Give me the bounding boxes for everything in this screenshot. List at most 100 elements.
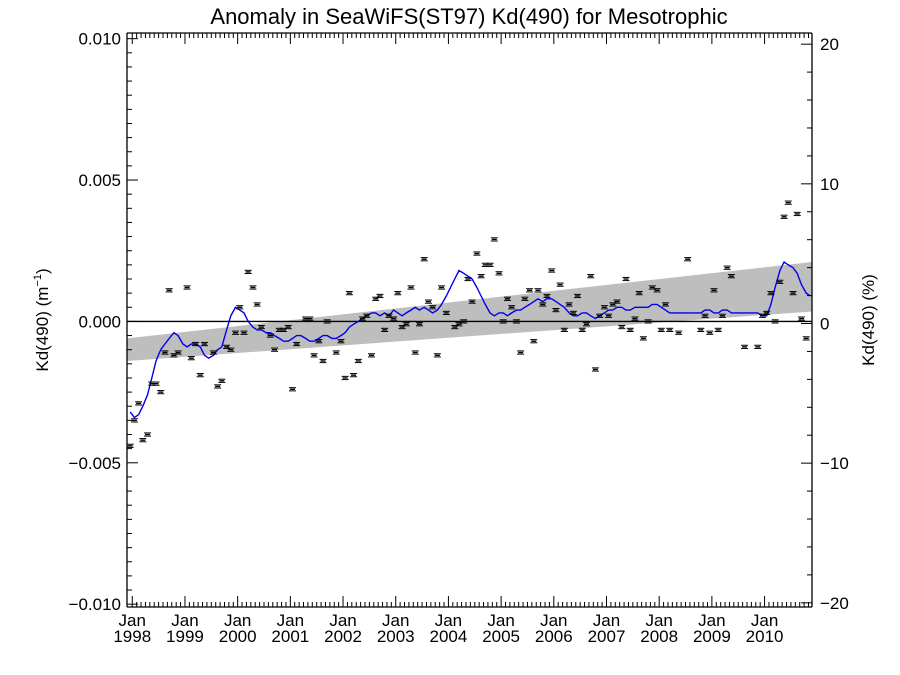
x-tick-label-year: 2006: [535, 627, 573, 646]
data-point: [390, 316, 398, 321]
data-point: [548, 268, 556, 273]
data-point: [569, 310, 577, 316]
data-point: [165, 288, 173, 293]
data-point: [639, 336, 647, 341]
data-point: [517, 350, 525, 355]
data-point: [200, 341, 208, 347]
data-point: [666, 327, 674, 332]
data-point: [771, 319, 779, 324]
data-point: [539, 302, 547, 307]
data-point: [438, 285, 446, 290]
data-point: [152, 381, 160, 386]
data-point: [144, 432, 152, 437]
data-point: [433, 353, 441, 358]
data-point: [605, 313, 613, 318]
axes-layer: [126, 32, 813, 608]
data-point: [776, 279, 784, 284]
data-point: [126, 443, 134, 448]
data-point: [710, 288, 718, 293]
data-point: [257, 324, 265, 330]
x-tick-label-year: 2008: [640, 627, 678, 646]
data-point: [767, 291, 775, 296]
data-point: [574, 293, 582, 299]
data-point: [596, 313, 604, 318]
data-point: [684, 257, 692, 262]
y-axis-label-left-suffix: ): [33, 268, 52, 274]
data-point: [784, 200, 792, 205]
y-tick-label-left: −0.010: [69, 595, 121, 614]
data-point: [618, 324, 626, 330]
data-point: [135, 401, 143, 406]
data-point: [319, 358, 327, 364]
data-point: [161, 350, 169, 355]
data-point: [526, 288, 534, 293]
data-point: [341, 375, 349, 381]
data-point: [183, 285, 191, 290]
data-point: [613, 299, 621, 304]
data-point: [741, 344, 749, 349]
data-point: [512, 319, 520, 324]
data-point: [789, 291, 797, 296]
x-tick-label-month: Jan: [277, 611, 304, 630]
y-tick-label-left: 0.005: [78, 171, 121, 190]
data-points-layer: [126, 200, 810, 448]
y-tick-label-left: 0.000: [78, 312, 121, 331]
data-point: [218, 378, 226, 383]
data-point: [723, 265, 731, 270]
data-point: [354, 358, 362, 364]
x-tick-label-year: 1999: [166, 627, 204, 646]
data-point: [288, 387, 296, 392]
data-point: [411, 350, 419, 355]
y-axis-label-right: Kd(490) (%): [859, 274, 878, 366]
x-tick-label-year: 2000: [219, 627, 257, 646]
y-tick-label-right: −10: [820, 454, 849, 473]
data-point: [345, 291, 353, 296]
data-point: [797, 316, 805, 321]
data-point: [486, 262, 494, 267]
data-point: [473, 251, 481, 256]
data-point: [214, 384, 222, 389]
x-tick-label-month: Jan: [645, 611, 672, 630]
data-point: [196, 373, 204, 378]
data-point: [718, 313, 726, 318]
data-point: [332, 350, 340, 355]
data-point: [429, 305, 437, 310]
data-point: [697, 327, 705, 332]
data-point: [490, 237, 498, 242]
x-tick-label-year: 2009: [693, 627, 731, 646]
data-point: [394, 291, 402, 296]
data-point: [793, 211, 801, 217]
x-tick-label-year: 1998: [113, 627, 151, 646]
y-axis-label-left-superscript: −1: [32, 274, 44, 287]
data-point: [675, 330, 683, 335]
data-point: [424, 299, 432, 304]
x-tick-label-year: 2001: [271, 627, 309, 646]
data-point: [587, 274, 595, 279]
data-point: [306, 316, 314, 321]
data-point: [139, 438, 147, 443]
data-point: [350, 373, 358, 378]
data-point: [367, 353, 375, 358]
data-point: [253, 302, 261, 307]
x-tick-label-year: 2002: [324, 627, 362, 646]
data-point: [323, 319, 331, 324]
x-tick-label-year: 2004: [430, 627, 468, 646]
data-point: [552, 308, 560, 313]
x-tick-label-year: 2005: [482, 627, 520, 646]
data-point: [249, 285, 257, 290]
data-point: [503, 296, 511, 301]
x-tick-label-month: Jan: [382, 611, 409, 630]
data-point: [706, 330, 714, 335]
x-tick-label-year: 2010: [746, 627, 784, 646]
data-point: [284, 324, 292, 330]
data-point: [464, 276, 472, 282]
data-point: [600, 305, 608, 310]
y-axis-label-left: Kd(490) (m−1): [32, 268, 52, 371]
data-point: [534, 288, 542, 293]
data-point: [407, 285, 415, 290]
data-point: [468, 299, 476, 304]
data-point: [657, 327, 665, 332]
x-tick-label-month: Jan: [487, 611, 514, 630]
data-point: [293, 341, 301, 347]
x-tick-label-month: Jan: [593, 611, 620, 630]
